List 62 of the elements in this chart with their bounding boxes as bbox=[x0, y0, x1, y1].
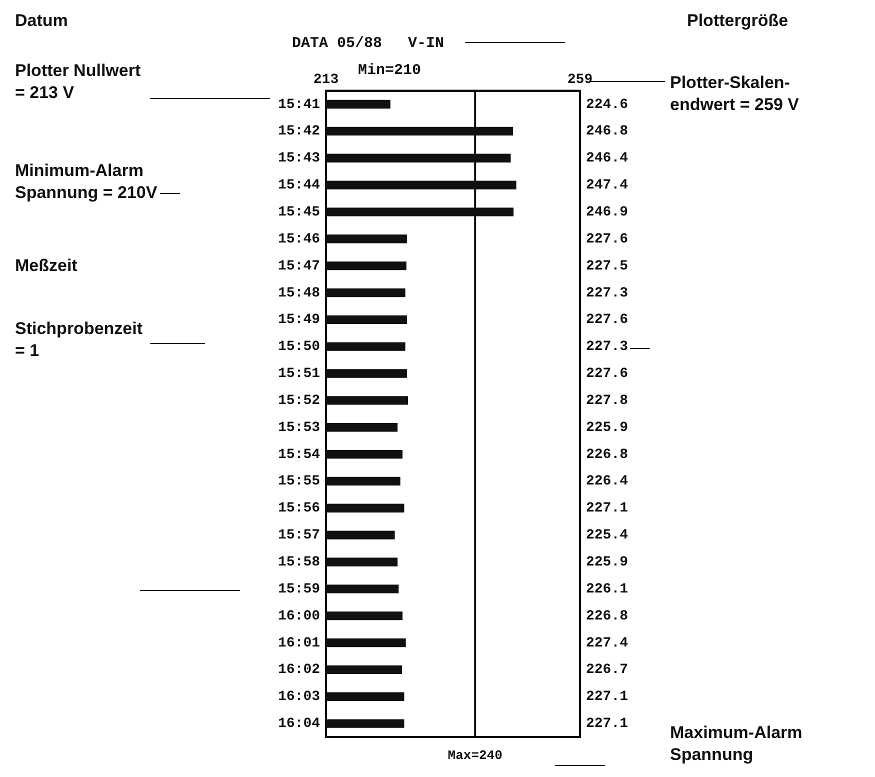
data-label: 227.6 bbox=[586, 312, 628, 328]
y-tick-label: 15:45 bbox=[278, 204, 320, 220]
y-tick-label: 15:44 bbox=[278, 178, 320, 194]
y-tick-label: 15:49 bbox=[278, 312, 320, 328]
y-tick-label: 15:59 bbox=[278, 581, 320, 598]
data-label: 226.8 bbox=[586, 446, 628, 463]
y-tick-label: 16:04 bbox=[278, 716, 320, 732]
data-label: 227.6 bbox=[586, 366, 628, 382]
data-label: 227.3 bbox=[586, 285, 628, 302]
y-tick-label: 15:43 bbox=[278, 150, 320, 167]
y-tick-label: 15:57 bbox=[278, 528, 320, 544]
y-tick-label: 15:48 bbox=[278, 285, 320, 302]
x-tick-label: 259 bbox=[567, 72, 593, 88]
y-tick-label: 15:52 bbox=[278, 392, 320, 409]
y-tick-label: 15:46 bbox=[278, 231, 320, 248]
y-tick-label: 16:03 bbox=[278, 689, 320, 706]
y-tick-label: 16:00 bbox=[278, 608, 320, 624]
data-label: 246.8 bbox=[586, 124, 628, 140]
text: Maximum-Alarm Spannung bbox=[670, 722, 802, 766]
text: V-IN bbox=[408, 35, 444, 52]
text: DATA 05/88 bbox=[292, 35, 382, 52]
text: Min=210 bbox=[358, 62, 422, 79]
y-tick-label: 15:42 bbox=[278, 124, 320, 140]
y-tick-label: 16:02 bbox=[278, 662, 320, 678]
data-label: 226.4 bbox=[586, 474, 628, 490]
y-tick-label: 16:01 bbox=[278, 635, 320, 652]
y-tick-label: 15:56 bbox=[278, 500, 320, 517]
text: Minimum-Alarm Spannung = 210V bbox=[15, 160, 158, 204]
y-tick-label: 15:54 bbox=[278, 446, 320, 463]
text: Datum bbox=[15, 10, 68, 32]
data-label: 227.1 bbox=[586, 500, 628, 517]
data-label: 226.8 bbox=[586, 608, 628, 624]
data-label: 227.6 bbox=[586, 231, 628, 248]
text: Plotter Nullwert = 213 V bbox=[15, 60, 141, 104]
x-tick-label: 213 bbox=[313, 72, 339, 88]
data-label: 227.1 bbox=[586, 716, 628, 732]
text: Plottergröße bbox=[687, 10, 788, 32]
ref-line-label: Max=240 bbox=[448, 748, 503, 763]
y-tick-label: 15:51 bbox=[278, 366, 320, 382]
data-label: 246.9 bbox=[586, 204, 628, 220]
data-label: 227.8 bbox=[586, 392, 628, 409]
data-label: 227.4 bbox=[586, 635, 628, 652]
y-tick-label: 15:50 bbox=[278, 339, 320, 356]
data-label: 226.1 bbox=[586, 581, 628, 598]
data-label: 225.4 bbox=[586, 528, 628, 544]
data-label: 224.6 bbox=[586, 96, 628, 113]
data-label: 225.9 bbox=[586, 420, 628, 436]
text: Stichprobenzeit = 1 bbox=[15, 318, 143, 362]
y-tick-label: 15:53 bbox=[278, 420, 320, 436]
text: Plotter-Skalen- endwert = 259 V bbox=[670, 72, 799, 116]
y-tick-label: 15:41 bbox=[278, 96, 320, 113]
y-tick-label: 15:47 bbox=[278, 258, 320, 274]
y-tick-label: 15:58 bbox=[278, 554, 320, 571]
y-tick-label: 15:55 bbox=[278, 474, 320, 490]
data-label: 225.9 bbox=[586, 554, 628, 571]
data-label: 247.4 bbox=[586, 178, 628, 194]
data-label: 246.4 bbox=[586, 150, 628, 167]
text: Meßzeit bbox=[15, 255, 78, 277]
data-label: 227.3 bbox=[586, 339, 628, 356]
data-label: 226.7 bbox=[586, 662, 628, 678]
data-label: 227.5 bbox=[586, 258, 628, 274]
data-label: 227.1 bbox=[586, 689, 628, 706]
